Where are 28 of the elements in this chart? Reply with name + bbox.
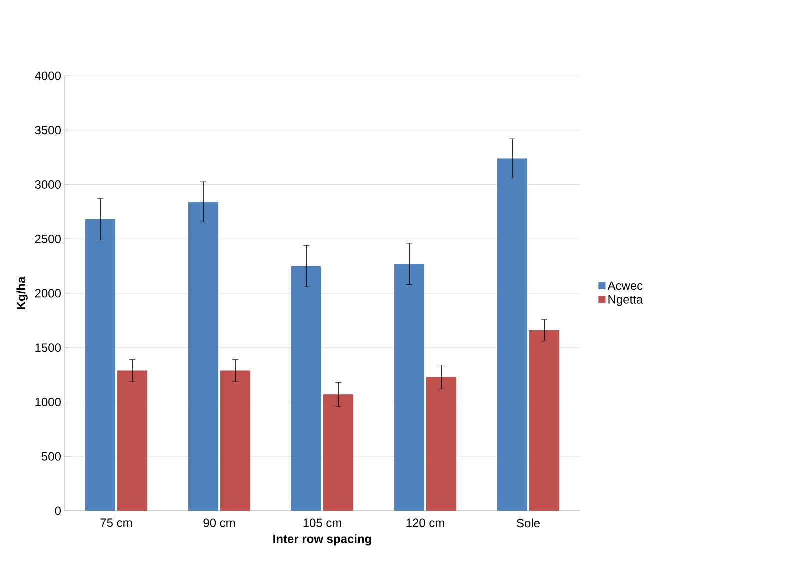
y-axis-title: Kg/ha	[16, 276, 28, 310]
y-tick-label: 1000	[36, 398, 61, 406]
bar	[324, 394, 354, 511]
x-tick-label: 90 cm	[204, 518, 236, 528]
legend-label: Acwec	[608, 282, 643, 290]
y-tick-label: 500	[42, 452, 61, 461]
y-tick-label: 3500	[35, 126, 61, 135]
bar	[394, 264, 425, 511]
y-tick-label: 1500	[36, 344, 61, 352]
bar	[292, 266, 322, 511]
bar	[530, 330, 560, 511]
x-tick-label: 105 cm	[304, 518, 342, 528]
bar	[188, 202, 218, 511]
y-tick-label: 3000	[35, 180, 61, 189]
bar	[86, 220, 116, 511]
y-tick-label: 2000	[35, 289, 61, 298]
x-axis-title: Inter row spacing	[274, 534, 372, 546]
bar	[118, 370, 148, 511]
x-tick-label: 120 cm	[406, 518, 444, 528]
y-tick-label: 4000	[35, 72, 61, 80]
legend-label: Ngetta	[608, 296, 644, 306]
x-tick-label: 75 cm	[100, 518, 132, 528]
bar	[426, 377, 457, 511]
bar	[498, 158, 528, 511]
y-tick-label: 0	[55, 506, 62, 516]
x-tick-label: Sole	[517, 518, 540, 528]
bar	[220, 370, 251, 511]
y-tick-label: 2500	[35, 234, 61, 244]
